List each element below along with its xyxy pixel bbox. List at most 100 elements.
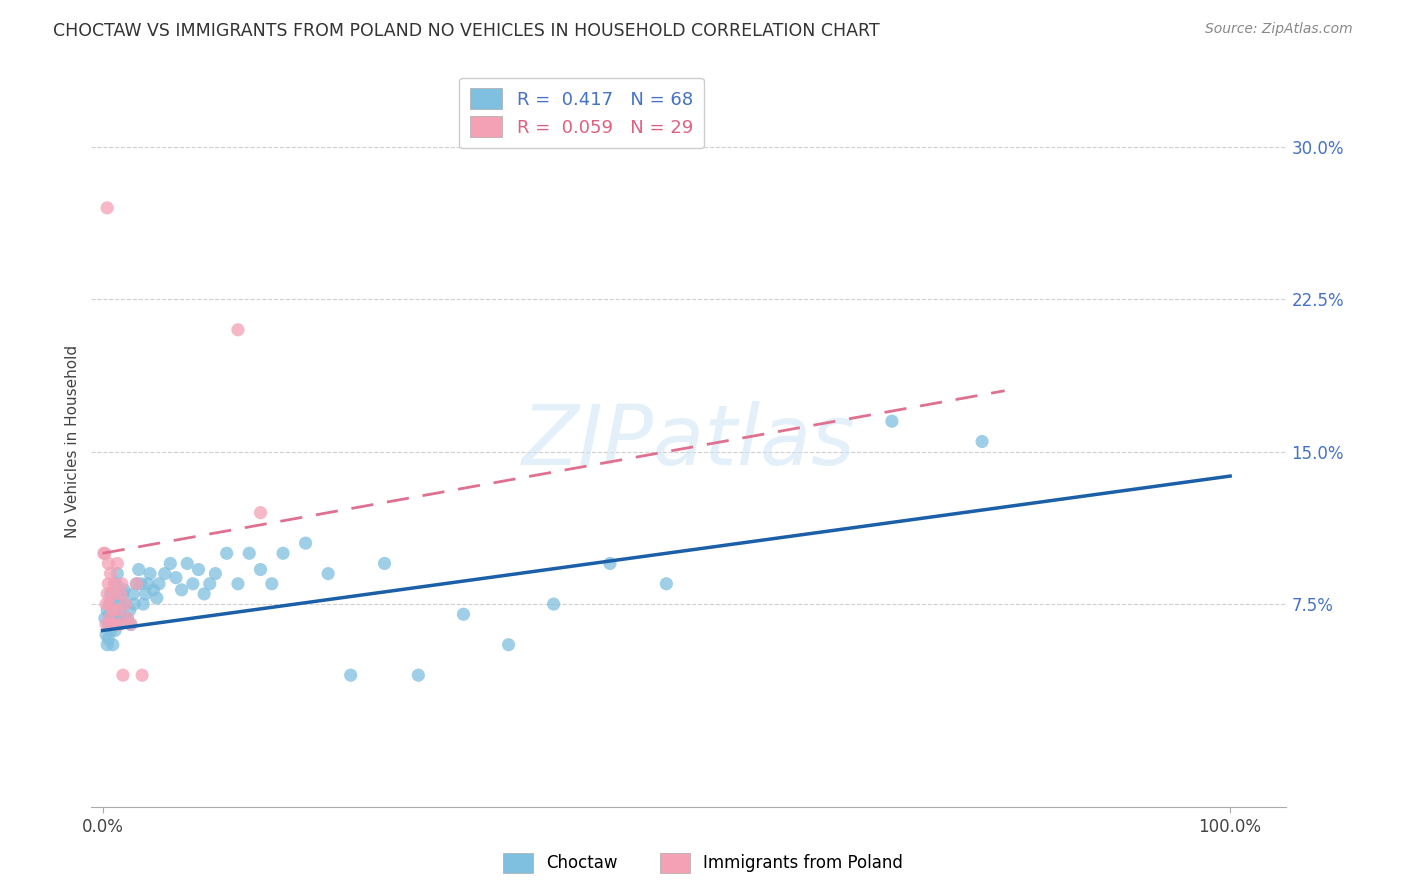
- Point: [498, 638, 520, 652]
- Point: [111, 668, 134, 682]
- Point: [97, 576, 120, 591]
- Point: [107, 603, 129, 617]
- Point: [193, 587, 215, 601]
- Point: [128, 563, 150, 577]
- Y-axis label: No Vehicles in Household: No Vehicles in Household: [65, 345, 80, 538]
- Legend: R =  0.417   N = 68, R =  0.059   N = 29: R = 0.417 N = 68, R = 0.059 N = 29: [458, 78, 704, 148]
- Point: [94, 627, 117, 641]
- Point: [100, 617, 122, 632]
- Point: [105, 557, 128, 571]
- Point: [339, 668, 361, 682]
- Point: [98, 611, 121, 625]
- Point: [103, 591, 125, 605]
- Point: [112, 582, 135, 597]
- Point: [93, 546, 115, 560]
- Point: [316, 566, 339, 581]
- Point: [249, 563, 271, 577]
- Point: [105, 566, 128, 581]
- Point: [215, 546, 238, 560]
- Point: [170, 582, 193, 597]
- Point: [142, 582, 165, 597]
- Point: [970, 434, 993, 449]
- Point: [373, 557, 395, 571]
- Point: [103, 587, 125, 601]
- Point: [117, 611, 139, 625]
- Text: CHOCTAW VS IMMIGRANTS FROM POLAND NO VEHICLES IN HOUSEHOLD CORRELATION CHART: CHOCTAW VS IMMIGRANTS FROM POLAND NO VEH…: [53, 22, 880, 40]
- Point: [108, 607, 131, 622]
- Point: [100, 611, 122, 625]
- Point: [111, 576, 134, 591]
- Point: [94, 617, 117, 632]
- Point: [181, 576, 204, 591]
- Point: [97, 632, 120, 646]
- Point: [408, 668, 430, 682]
- Point: [153, 566, 176, 581]
- Point: [131, 668, 153, 682]
- Point: [159, 557, 181, 571]
- Point: [122, 597, 145, 611]
- Point: [98, 597, 121, 611]
- Point: [94, 597, 117, 611]
- Point: [122, 587, 145, 601]
- Point: [96, 603, 118, 617]
- Point: [204, 566, 226, 581]
- Point: [107, 617, 129, 632]
- Point: [226, 576, 249, 591]
- Point: [198, 576, 221, 591]
- Point: [146, 591, 169, 605]
- Point: [104, 617, 127, 632]
- Point: [111, 587, 134, 601]
- Point: [118, 603, 141, 617]
- Point: [104, 624, 127, 638]
- Point: [94, 611, 117, 625]
- Point: [238, 546, 260, 560]
- Point: [117, 611, 139, 625]
- Point: [129, 576, 152, 591]
- Point: [134, 587, 156, 601]
- Text: Source: ZipAtlas.com: Source: ZipAtlas.com: [1205, 22, 1353, 37]
- Point: [249, 506, 271, 520]
- Point: [148, 576, 170, 591]
- Point: [96, 201, 118, 215]
- Point: [453, 607, 475, 622]
- Point: [176, 557, 198, 571]
- Point: [101, 638, 124, 652]
- Point: [103, 603, 125, 617]
- Point: [114, 597, 136, 611]
- Point: [101, 603, 124, 617]
- Point: [103, 576, 125, 591]
- Point: [136, 576, 159, 591]
- Point: [260, 576, 283, 591]
- Point: [125, 576, 148, 591]
- Point: [187, 563, 209, 577]
- Point: [96, 587, 118, 601]
- Point: [97, 617, 120, 632]
- Point: [294, 536, 316, 550]
- Point: [105, 617, 128, 632]
- Point: [543, 597, 565, 611]
- Point: [120, 617, 142, 632]
- Point: [139, 566, 162, 581]
- Legend: Choctaw, Immigrants from Poland: Choctaw, Immigrants from Poland: [496, 847, 910, 880]
- Point: [132, 597, 155, 611]
- Point: [97, 557, 120, 571]
- Text: ZIPatlas: ZIPatlas: [522, 401, 856, 482]
- Point: [114, 597, 136, 611]
- Point: [655, 576, 678, 591]
- Point: [100, 566, 122, 581]
- Point: [100, 587, 122, 601]
- Point: [94, 546, 117, 560]
- Point: [100, 624, 122, 638]
- Point: [125, 576, 148, 591]
- Point: [271, 546, 294, 560]
- Point: [110, 597, 132, 611]
- Point: [599, 557, 621, 571]
- Point: [98, 607, 121, 622]
- Point: [105, 576, 128, 591]
- Point: [98, 597, 121, 611]
- Point: [880, 414, 903, 428]
- Point: [120, 617, 142, 632]
- Point: [96, 638, 118, 652]
- Point: [226, 323, 249, 337]
- Point: [108, 617, 131, 632]
